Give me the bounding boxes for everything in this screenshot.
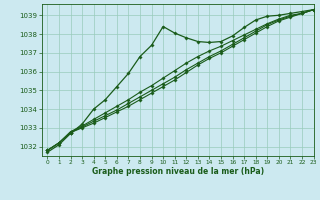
X-axis label: Graphe pression niveau de la mer (hPa): Graphe pression niveau de la mer (hPa) [92, 167, 264, 176]
